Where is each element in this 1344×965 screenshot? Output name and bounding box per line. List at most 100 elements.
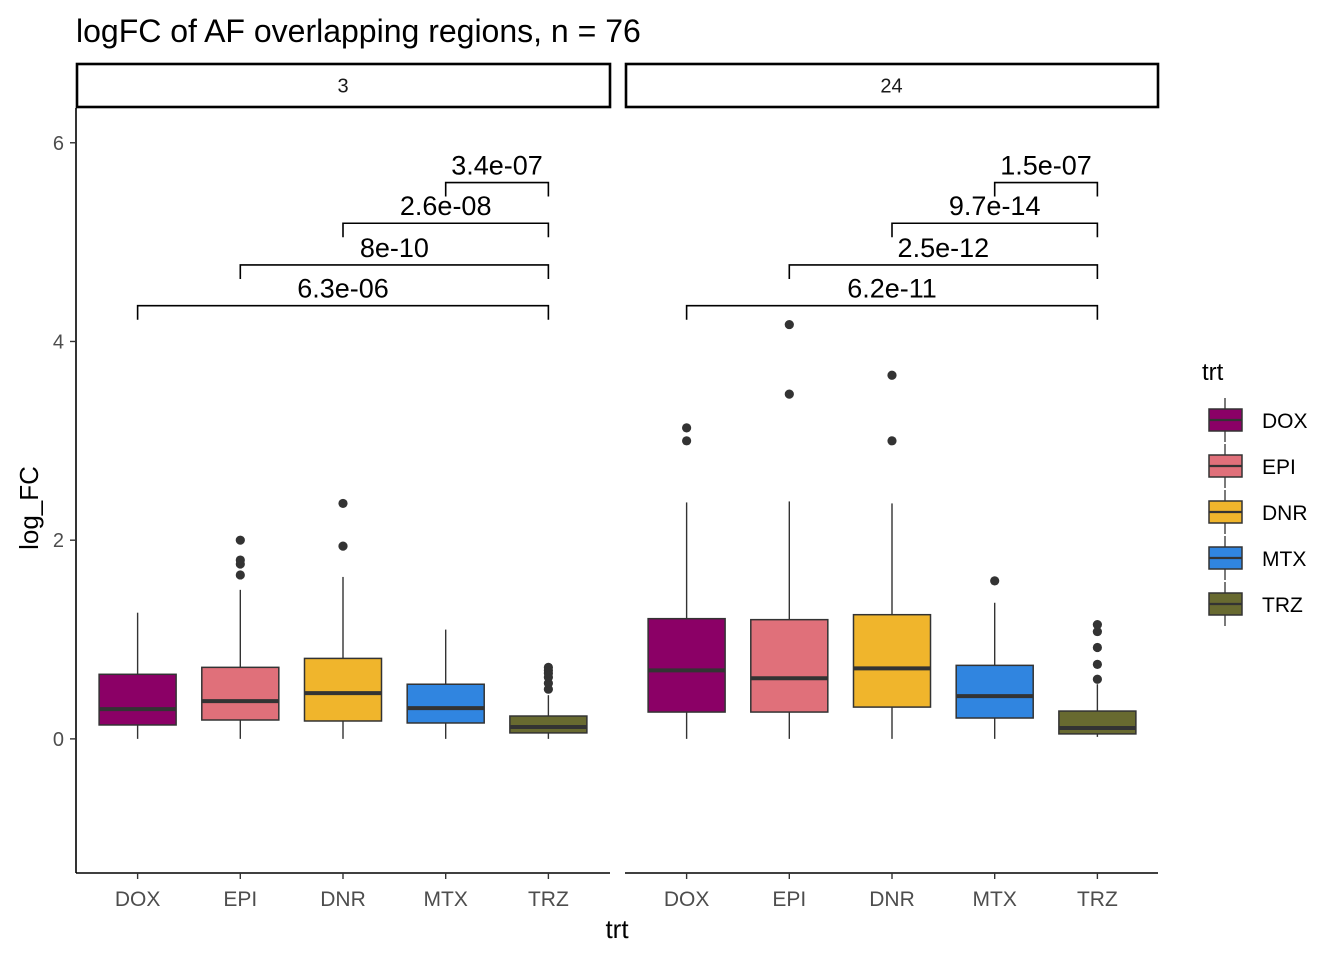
outlier-point — [682, 436, 692, 446]
p-value-label: 3.4e-07 — [451, 151, 543, 181]
outlier-point — [235, 570, 245, 580]
outlier-point — [784, 319, 794, 330]
p-value-label: 6.3e-06 — [297, 274, 389, 304]
legend-label: MTX — [1262, 548, 1306, 571]
box-mtx — [955, 576, 1034, 739]
x-tick-label: TRZ — [528, 888, 569, 911]
legend-title: trt — [1202, 359, 1224, 386]
bracket-line — [685, 304, 1099, 320]
facet-panel-3: 3 0 2 4 6 DOX EPI DNR MTX TRZ 3.4e-07 2.6e-08 8e-10 6… — [53, 62, 612, 911]
box-iqr — [406, 683, 485, 724]
facet-strip — [624, 62, 1160, 109]
y-tick-label: 6 — [53, 133, 64, 155]
facet-strip — [75, 62, 612, 109]
x-tick-label: DOX — [115, 888, 161, 911]
box-iqr — [303, 657, 383, 722]
x-tick-label: MTX — [424, 888, 468, 911]
bracket-line — [891, 222, 1099, 238]
comparison-bracket: 3.4e-07 — [444, 151, 550, 197]
x-tick-label: DNR — [869, 888, 915, 911]
facet-strip-label: 24 — [880, 76, 902, 98]
bracket-line — [136, 304, 550, 320]
comparison-bracket: 1.5e-07 — [993, 151, 1099, 197]
p-value-label: 8e-10 — [360, 233, 429, 263]
p-value-label: 6.2e-11 — [847, 274, 937, 304]
facet-panel-24: 24 DOX EPI DNR MTX TRZ 1.5e-07 9.7e-14 2.5e-12 6.… — [624, 62, 1160, 911]
outlier-point — [1092, 642, 1102, 653]
comparison-bracket: 9.7e-14 — [891, 191, 1099, 238]
outlier-point — [990, 576, 1000, 586]
y-tick-label: 4 — [53, 331, 64, 353]
legend: trt DOX EPI DNR MTX TRZ — [1202, 359, 1308, 626]
box-iqr — [201, 666, 280, 721]
box-iqr — [750, 618, 829, 713]
bracket-line — [788, 264, 1099, 279]
outlier-point — [1092, 674, 1102, 684]
box-dnr — [852, 370, 932, 739]
legend-item-dnr: DNR — [1208, 490, 1308, 534]
box-iqr — [1058, 710, 1137, 735]
x-axis-label: trt — [605, 914, 629, 944]
p-value-label: 2.5e-12 — [898, 233, 990, 263]
legend-label: TRZ — [1262, 594, 1303, 617]
legend-label: DOX — [1262, 410, 1308, 433]
outlier-point — [887, 436, 897, 446]
outlier-point — [338, 498, 348, 509]
p-value-label: 9.7e-14 — [949, 191, 1041, 221]
box-dox — [98, 612, 177, 739]
facet-strip-label: 3 — [337, 76, 348, 98]
box-iqr — [955, 664, 1034, 719]
bracket-line — [239, 264, 550, 279]
chart-title: logFC of AF overlapping regions, n = 76 — [76, 13, 641, 49]
box-trz — [1058, 620, 1137, 737]
bracket-line — [342, 222, 550, 238]
comparison-bracket: 6.3e-06 — [136, 274, 550, 320]
outlier-point — [1092, 620, 1102, 630]
y-axis-label: log_FC — [14, 466, 44, 550]
p-value-label: 2.6e-08 — [400, 191, 492, 221]
box-iqr — [852, 613, 932, 708]
legend-item-trz: TRZ — [1208, 582, 1303, 626]
legend-label: EPI — [1262, 456, 1296, 479]
outlier-point — [887, 370, 897, 380]
box-mtx — [406, 629, 485, 739]
comparison-bracket: 8e-10 — [239, 233, 550, 279]
outlier-point — [235, 535, 245, 545]
outlier-point — [682, 423, 692, 433]
box-iqr — [509, 715, 588, 734]
x-tick-label: EPI — [223, 888, 257, 911]
box-epi — [750, 319, 829, 739]
legend-label: DNR — [1262, 502, 1308, 525]
outlier-point — [235, 555, 245, 565]
outlier-point — [1092, 659, 1102, 669]
x-tick-label: DOX — [664, 888, 710, 911]
legend-item-dox: DOX — [1208, 398, 1308, 442]
box-dnr — [303, 498, 383, 739]
comparison-bracket: 6.2e-11 — [685, 274, 1099, 320]
box-iqr — [647, 617, 726, 713]
outlier-point — [338, 541, 348, 551]
x-tick-label: EPI — [772, 888, 806, 911]
y-tick-label: 2 — [53, 530, 64, 552]
outlier-point — [543, 662, 553, 672]
p-value-label: 1.5e-07 — [1000, 151, 1092, 181]
comparison-bracket: 2.5e-12 — [788, 233, 1099, 279]
legend-item-mtx: MTX — [1208, 536, 1306, 580]
bracket-line — [444, 181, 550, 197]
box-dox — [647, 423, 726, 739]
outlier-point — [784, 389, 794, 399]
bracket-line — [993, 181, 1099, 197]
x-tick-label: MTX — [973, 888, 1017, 911]
x-tick-label: TRZ — [1077, 888, 1118, 911]
comparison-bracket: 2.6e-08 — [342, 191, 550, 238]
outlier-point — [1092, 626, 1102, 637]
x-tick-label: DNR — [320, 888, 366, 911]
legend-item-epi: EPI — [1208, 444, 1296, 488]
box-iqr — [98, 673, 177, 726]
box-trz — [509, 662, 588, 739]
box-epi — [201, 535, 280, 739]
y-tick-label: 0 — [53, 729, 64, 751]
